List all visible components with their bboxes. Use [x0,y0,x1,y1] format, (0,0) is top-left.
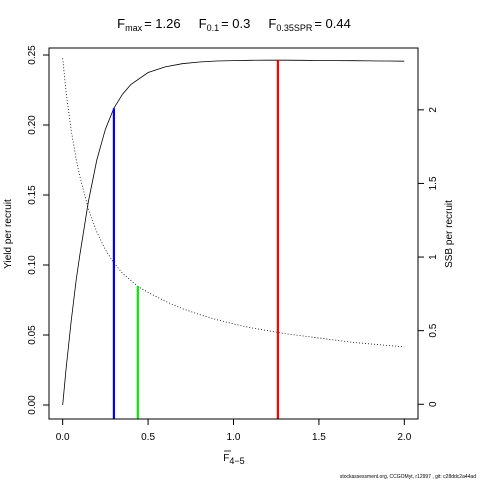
title-part-0-base: F [117,16,125,31]
title-part-0-sub: max [125,23,143,33]
y-left-tick-label: 0.10 [27,255,38,275]
footer-credit: stockassessment.org, CCGOMyt, r12997 , g… [340,474,476,480]
title-part-0-value: = 1.26 [144,16,181,31]
title-part-1-value: = 0.3 [221,16,250,31]
y-axis-right-label: SSB per recruit [444,200,455,268]
y-right-tick-label: 2 [428,107,439,113]
y-right-tick-label: 0 [428,401,439,407]
x-axis-label: F4−5 [223,453,244,466]
y-axis-left-label: Yield per recruit [3,199,14,269]
title-part-1-sub: 0.1 [207,23,220,33]
x-tick-label: 1.0 [227,432,241,443]
y-left-tick-label: 0.20 [27,115,38,135]
title-part-2-sub: 0.35SPR [276,23,313,33]
x-tick-label: 1.5 [312,432,326,443]
title-part-2-base: F [268,16,276,31]
x-axis-label-sub: 4−5 [229,456,244,466]
title-part-1-base: F [199,16,207,31]
x-tick-label: 2.0 [397,432,411,443]
y-right-tick-label: 0.5 [428,323,439,337]
y-right-tick-label: 1 [428,254,439,260]
y-left-tick-label: 0.25 [27,45,38,65]
y-left-tick-label: 0.05 [27,325,38,345]
y-left-tick-label: 0.00 [27,395,38,415]
x-tick-label: 0.5 [141,432,155,443]
y-right-tick-label: 1.5 [428,176,439,190]
yield-per-recruit-line [62,59,405,406]
ssb-per-recruit-line [62,58,405,348]
title-part-2-value: = 0.44 [314,16,351,31]
x-tick-label: 0.0 [56,432,70,443]
y-left-tick-label: 0.15 [27,185,38,205]
x-axis-label-base: F [223,453,229,464]
chart-title: Fmax = 1.26 F0.1 = 0.3 F0.35SPR = 0.44 [117,16,351,33]
